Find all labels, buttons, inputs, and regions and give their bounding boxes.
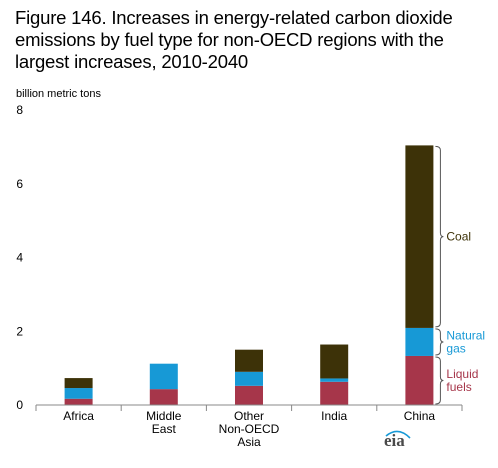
bar-segment-3-0 xyxy=(320,381,349,405)
eia-logo: eia xyxy=(384,430,411,450)
bar-segment-1-1 xyxy=(149,363,178,390)
y-tick-label-0: 0 xyxy=(16,398,23,412)
series-label-2-line-0: Coal xyxy=(446,230,471,244)
x-label-3-line-0: India xyxy=(321,409,347,423)
bar-segment-0-0 xyxy=(64,398,93,405)
x-label-2-line-1: Non-OECD xyxy=(219,422,280,436)
y-axis-unit-label: billion metric tons xyxy=(16,88,101,100)
series-label-0-line-0: Liquid xyxy=(446,367,478,381)
x-label-0-line-0: Africa xyxy=(63,409,94,423)
x-label-2-line-2: Asia xyxy=(237,435,261,449)
y-tick-label-2: 4 xyxy=(16,251,23,265)
chart-title: Figure 146. Increases in energy-related … xyxy=(15,7,453,72)
series-brace-2 xyxy=(435,145,444,328)
eia-logo-text: eia xyxy=(384,431,405,450)
bar-segment-4-0 xyxy=(405,355,434,405)
series-label-1-line-1: gas xyxy=(446,341,465,355)
series-label-1-line-0: Natural xyxy=(446,328,485,342)
eia-logo-swoosh xyxy=(385,430,411,439)
bar-segment-3-2 xyxy=(320,344,349,379)
y-tick-label-4: 8 xyxy=(16,103,23,117)
series-label-0-line-1: fuels xyxy=(446,380,471,394)
bar-segment-0-2 xyxy=(64,378,93,389)
bar-segment-2-1 xyxy=(235,371,263,386)
bar-segment-4-1 xyxy=(405,327,434,356)
x-label-4-line-0: China xyxy=(404,409,436,423)
x-label-2-line-0: Other xyxy=(234,409,264,423)
x-label-1-line-0: Middle xyxy=(146,409,182,423)
y-tick-label-1: 2 xyxy=(16,324,23,338)
bar-segment-1-0 xyxy=(149,389,178,405)
bars xyxy=(64,145,434,405)
y-axis-ticks: 0 2 4 6 8 xyxy=(16,103,23,412)
bar-segment-3-1 xyxy=(320,378,349,382)
series-brace-1 xyxy=(435,328,444,356)
bar-segment-2-0 xyxy=(235,385,263,405)
x-axis-ticks xyxy=(35,405,463,411)
bar-segment-4-2 xyxy=(405,145,434,328)
y-tick-label-3: 6 xyxy=(16,177,23,191)
bar-segment-0-1 xyxy=(64,388,93,399)
series-brace-0 xyxy=(435,356,444,405)
x-label-1-line-1: East xyxy=(152,422,177,436)
bar-segment-2-2 xyxy=(235,349,263,372)
